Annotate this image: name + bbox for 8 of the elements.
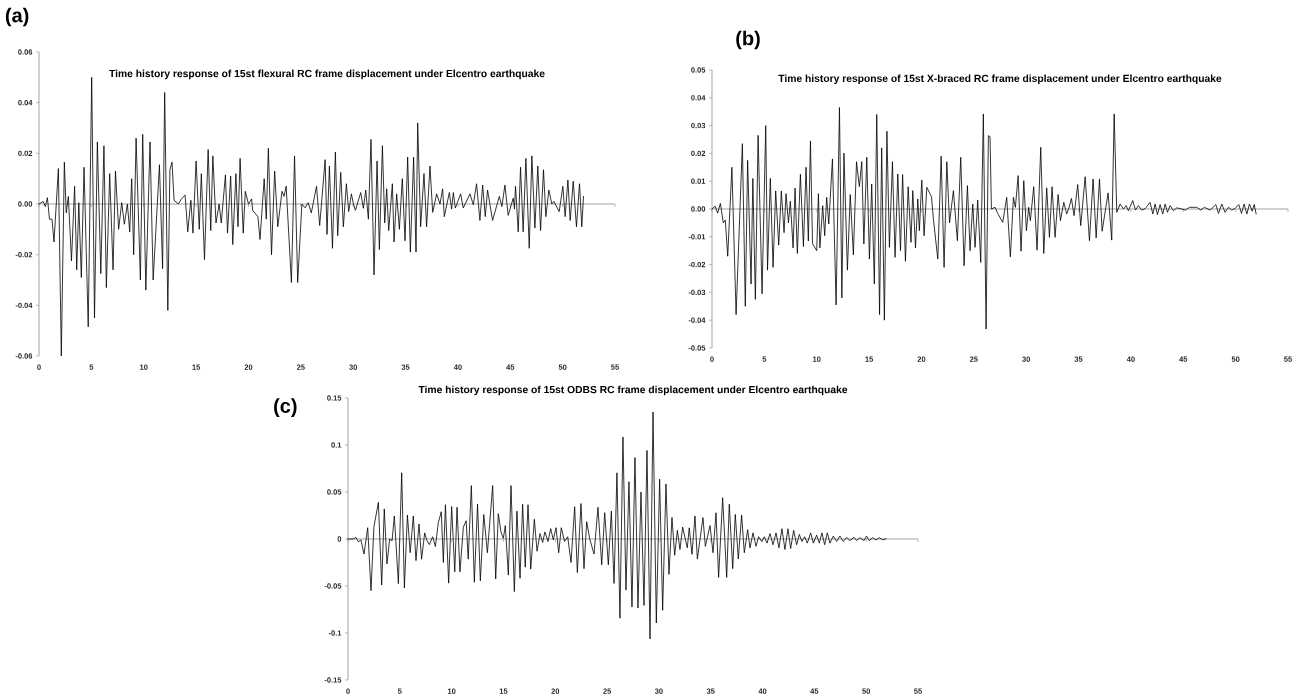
line-series — [711, 107, 1257, 330]
text: (b) — [736, 30, 760, 50]
text: (a) — [5, 7, 29, 27]
text: Time history response of 15st flexural RC frame displacement under Elcentro earthquake — [109, 69, 545, 80]
text: (c) — [274, 398, 297, 417]
chart-title: Time history response of 15st ODBS RC frame displacement under Elcentro earthquake — [418, 385, 848, 396]
chart-title: Time history response of 15st X-braced RC frame displacement under Elcentro earthquake — [778, 74, 1222, 85]
line-series — [347, 411, 887, 640]
